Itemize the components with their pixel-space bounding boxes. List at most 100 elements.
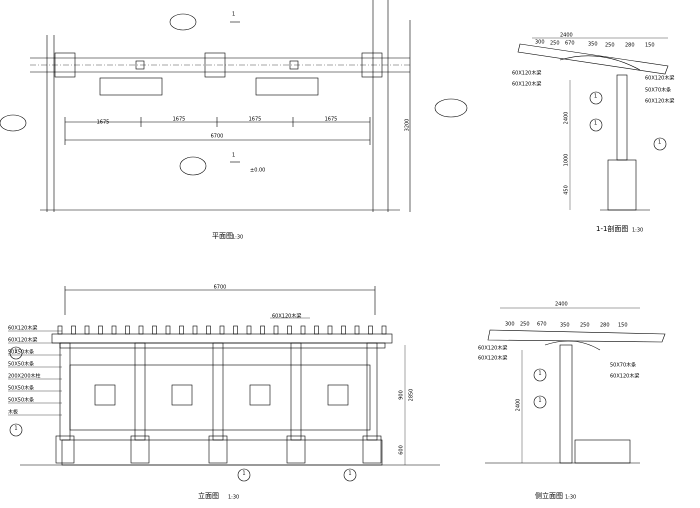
ref: 1	[594, 94, 597, 100]
rafter-end	[327, 325, 333, 335]
dim: 280	[600, 323, 610, 329]
rafter-end	[260, 325, 265, 335]
dim: 2400	[560, 33, 573, 39]
section: 2400 300 250 670 350 250 280 150 2400 10…	[512, 33, 674, 234]
ref: 1	[14, 426, 17, 432]
callout: 50X70木条	[645, 87, 671, 94]
rafter-end	[368, 325, 373, 335]
rafter-end	[206, 325, 211, 335]
total-dim: 6700	[211, 134, 224, 140]
rafter-end	[246, 325, 252, 335]
dim: 2400	[555, 302, 568, 308]
callout: 60X120木梁	[272, 313, 301, 320]
callout: 木板	[8, 409, 18, 416]
callout: 50X50木条	[8, 385, 34, 392]
rafter-end	[138, 325, 144, 335]
rafter-end	[354, 325, 360, 335]
ref: 1	[594, 121, 597, 127]
elevation: 6700 2850 900 600 60X120木梁 1 1 1 1 立面图 1…	[8, 285, 440, 501]
callout: 60X120木梁	[8, 337, 37, 344]
callout: 60X120木梁	[478, 355, 507, 362]
dim: 280	[625, 43, 635, 49]
ref: 1	[242, 471, 245, 477]
medallion	[327, 384, 349, 406]
ref: 1	[348, 471, 351, 477]
callout: 50X50木条	[8, 361, 34, 368]
rafter-end	[84, 325, 90, 335]
rafter-end	[381, 325, 387, 335]
post	[212, 342, 224, 441]
total-dim: 6700	[214, 285, 227, 291]
dim: 350	[560, 323, 570, 329]
grade: ±0.00	[250, 168, 265, 174]
dim: 250	[520, 322, 530, 328]
dim: 250	[550, 41, 560, 47]
span-dim: 1675	[325, 117, 338, 123]
pier	[130, 435, 150, 464]
medallion	[171, 384, 193, 406]
pier	[208, 435, 228, 464]
rafter-end	[273, 325, 279, 335]
callout: 60X120木梁	[645, 75, 674, 82]
ref: 1	[538, 398, 541, 404]
elevation-scale: 1:30	[228, 495, 239, 501]
medallion	[249, 384, 271, 406]
rafter-end	[233, 325, 238, 335]
pier	[286, 435, 306, 464]
section-title: 1-1剖面图	[596, 224, 628, 233]
dim: 600	[399, 445, 405, 455]
dim: 150	[645, 43, 655, 49]
depth-dim: 3200	[405, 119, 411, 132]
dim: 450	[564, 185, 570, 195]
pier	[362, 435, 382, 464]
rafter-end	[165, 325, 171, 335]
plan: 1675 1675 1675 1675 6700 3200 1 1 ±0.00 …	[0, 0, 468, 241]
side-elevation: 2400 300 250 670 350 250 280 150 2400 60…	[478, 302, 666, 501]
callout: 60X120木梁	[645, 98, 674, 105]
medallion	[94, 384, 116, 406]
rafter-end	[300, 325, 306, 335]
post	[366, 342, 378, 441]
dim: 300	[505, 322, 515, 328]
dim: 300	[535, 40, 545, 46]
post	[59, 342, 71, 441]
rafter-end	[179, 325, 184, 335]
dim: 670	[565, 41, 575, 47]
dim: 250	[580, 323, 590, 329]
dim: 350	[588, 42, 598, 48]
rafter-end	[57, 325, 63, 335]
elevation-title: 立面图	[198, 491, 219, 500]
section-mark: 1	[232, 153, 235, 159]
plan-scale: 1:30	[232, 235, 243, 241]
section-mark: 1	[232, 12, 235, 18]
post	[134, 342, 146, 441]
dim: 2850	[409, 389, 415, 402]
pier	[55, 435, 75, 464]
side-title: 侧立面图	[535, 491, 563, 500]
rafter-end	[341, 325, 346, 335]
span-dim: 1675	[173, 117, 186, 123]
callout: 60X120木梁	[478, 345, 507, 352]
side-scale: 1:30	[565, 495, 576, 501]
rafter-end	[111, 325, 117, 335]
rafter-end	[152, 325, 157, 335]
dim: 670	[537, 322, 547, 328]
callout: 60X120木梁	[8, 325, 37, 332]
rafter-end	[98, 325, 103, 335]
rafter-end	[125, 325, 130, 335]
span-dim: 1675	[249, 117, 262, 123]
rafter-end	[314, 325, 319, 335]
rafter-end	[219, 325, 225, 335]
plan-title: 平面图	[212, 232, 233, 240]
dim: 150	[618, 323, 628, 329]
dim: 900	[399, 390, 405, 400]
post	[290, 342, 302, 441]
span-dim: 1675	[97, 120, 110, 126]
callout: 60X120木梁	[610, 373, 639, 380]
section-scale: 1:30	[632, 228, 643, 234]
rafter-end	[287, 325, 292, 335]
dim: 250	[605, 43, 615, 49]
dim: 1000	[564, 154, 570, 167]
callout: 50X50木条	[8, 349, 34, 356]
